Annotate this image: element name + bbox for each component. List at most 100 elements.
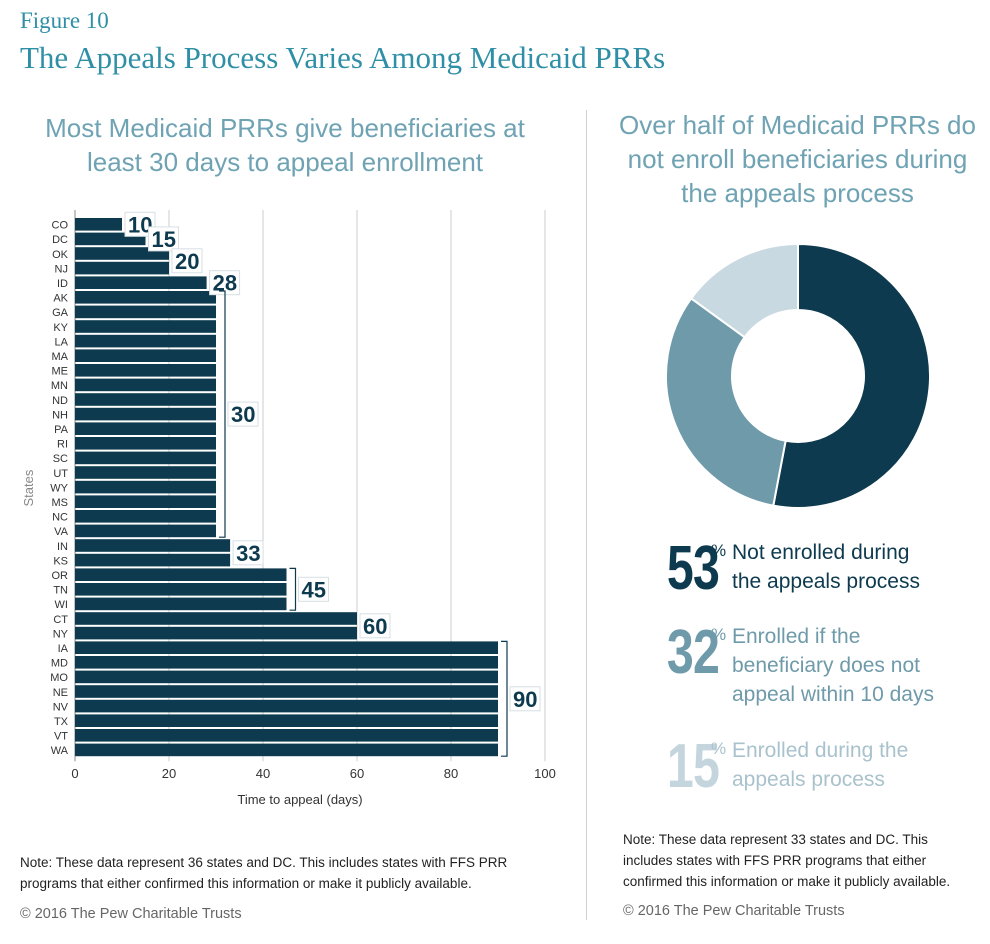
note-line: Note: These data represent 36 states and… bbox=[20, 855, 508, 870]
x-tick-label: 60 bbox=[350, 766, 364, 781]
value-label-box bbox=[227, 401, 259, 427]
bar bbox=[75, 437, 216, 450]
bar bbox=[75, 349, 216, 362]
bar bbox=[75, 305, 216, 319]
x-axis-title: Time to appeal (days) bbox=[237, 792, 362, 807]
bar bbox=[75, 291, 216, 304]
category-label: MD bbox=[51, 658, 68, 670]
bar bbox=[75, 334, 216, 348]
stat-line: appeals process bbox=[732, 768, 885, 791]
bar bbox=[75, 714, 498, 727]
bar bbox=[75, 539, 231, 552]
stat-line: Not enrolled during bbox=[732, 541, 910, 564]
category-label: SC bbox=[53, 453, 68, 465]
category-label: MA bbox=[52, 351, 69, 363]
category-label: KY bbox=[53, 322, 68, 334]
bar bbox=[75, 626, 357, 640]
bar bbox=[75, 451, 216, 465]
bar bbox=[75, 685, 498, 698]
category-label: GA bbox=[52, 307, 69, 319]
value-label-box bbox=[148, 226, 179, 252]
value-label: 30 bbox=[231, 402, 255, 427]
stat-number: 32 bbox=[666, 618, 720, 687]
panel-divider bbox=[586, 110, 587, 920]
category-label: KS bbox=[53, 555, 68, 567]
value-label-box bbox=[232, 540, 264, 566]
donut-chart-note: Note: These data represent 33 states and… bbox=[623, 829, 950, 892]
bar bbox=[75, 422, 216, 435]
x-tick-label: 40 bbox=[256, 766, 270, 781]
category-label: VT bbox=[54, 731, 68, 743]
category-label: NE bbox=[53, 687, 68, 699]
stat-number: 53 bbox=[666, 534, 720, 603]
bar bbox=[75, 670, 498, 684]
copyright-right: © 2016 The Pew Charitable Trusts bbox=[623, 903, 845, 919]
donut-slice bbox=[772, 242, 931, 509]
bar bbox=[75, 364, 216, 377]
category-label: NY bbox=[53, 628, 69, 640]
bar bbox=[75, 407, 216, 421]
bar-chart: 0 20 40 60 80 100 CO DC OK NJ ID AK GA KY LA MA ME MN ND NH… bbox=[21, 210, 556, 807]
category-label: PA bbox=[54, 424, 69, 436]
bar bbox=[75, 656, 498, 669]
stat-line: the appeals process bbox=[732, 570, 920, 593]
value-label-box bbox=[359, 613, 391, 639]
category-label: WY bbox=[50, 482, 68, 494]
bar bbox=[75, 276, 207, 289]
category-label: WI bbox=[55, 599, 68, 611]
bar bbox=[75, 480, 216, 494]
stat-line: Enrolled during the bbox=[732, 739, 909, 762]
bar-chart-note: Note: These data represent 36 states and… bbox=[20, 852, 507, 894]
donut-slice bbox=[689, 242, 799, 339]
category-label: IA bbox=[58, 643, 69, 655]
x-tick-label: 100 bbox=[534, 766, 556, 781]
figure-title: The Appeals Process Varies Among Medicai… bbox=[20, 40, 666, 75]
category-label: NC bbox=[52, 512, 68, 524]
bar bbox=[75, 247, 169, 260]
value-label-box bbox=[298, 576, 329, 602]
category-label: IN bbox=[57, 541, 68, 553]
stat-line: Enrolled if the bbox=[732, 625, 861, 648]
bar bbox=[75, 729, 498, 742]
bar bbox=[75, 583, 287, 596]
category-label: NH bbox=[52, 409, 68, 421]
bar bbox=[75, 393, 216, 406]
donut-slice bbox=[665, 297, 787, 507]
value-label: 90 bbox=[513, 687, 537, 712]
stat-description: Enrolled during the appeals process bbox=[732, 736, 908, 794]
bar bbox=[75, 597, 287, 611]
category-label: VA bbox=[54, 526, 69, 538]
range-bracket bbox=[501, 640, 508, 757]
x-tick-label: 80 bbox=[444, 766, 458, 781]
bar bbox=[75, 568, 287, 581]
stat-percent-sign: % bbox=[711, 541, 727, 560]
category-label: UT bbox=[53, 468, 68, 480]
category-label: CO bbox=[52, 220, 69, 232]
stat-percent-sign: % bbox=[711, 625, 727, 644]
bar bbox=[75, 510, 216, 523]
bar bbox=[75, 218, 122, 231]
category-label: ME bbox=[52, 366, 69, 378]
category-label: WA bbox=[51, 745, 69, 757]
category-label: AK bbox=[53, 293, 68, 305]
category-label: TN bbox=[53, 585, 68, 597]
x-tick-label: 20 bbox=[162, 766, 176, 781]
category-label: MS bbox=[52, 497, 69, 509]
category-label: LA bbox=[55, 336, 69, 348]
category-label: RI bbox=[57, 439, 68, 451]
bar-chart-subtitle: Most Medicaid PRRs give beneficiaries at… bbox=[45, 113, 525, 177]
stat-description: Enrolled if the beneficiary does not app… bbox=[732, 622, 934, 709]
range-bracket bbox=[219, 290, 226, 538]
note-line: includes states with FFS PRR programs th… bbox=[623, 853, 927, 868]
y-axis-title: States bbox=[21, 469, 36, 506]
stat-number: 15 bbox=[666, 732, 720, 801]
bar bbox=[75, 378, 216, 392]
figure-label: Figure 10 bbox=[20, 8, 109, 33]
category-label: CT bbox=[53, 614, 68, 626]
category-label: DC bbox=[52, 234, 68, 246]
bar bbox=[75, 553, 231, 567]
value-label-box bbox=[509, 686, 541, 712]
donut-chart bbox=[665, 242, 931, 509]
range-bracket bbox=[289, 567, 297, 611]
category-label: OK bbox=[52, 249, 69, 261]
